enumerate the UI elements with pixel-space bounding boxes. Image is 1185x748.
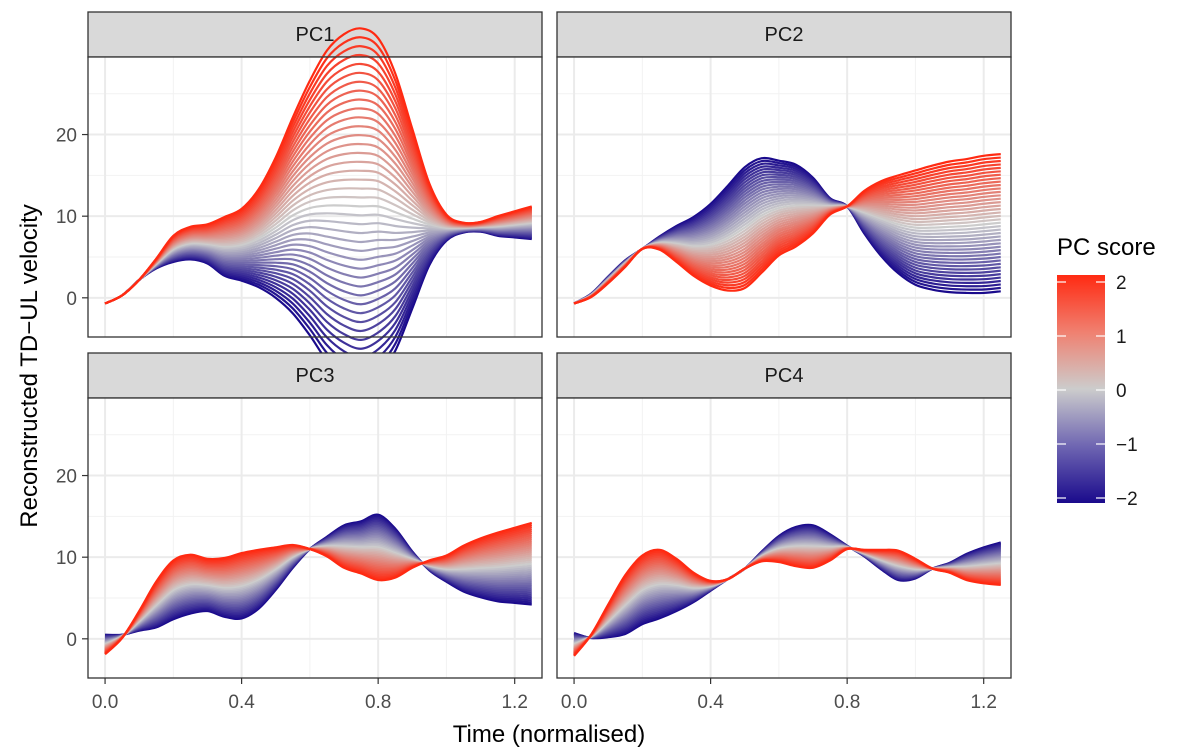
facet-strip-label: PC3: [296, 365, 335, 387]
legend-ticks: 2 1 0 −1 −2: [1057, 273, 1138, 510]
x-tick-label: 0.4: [228, 692, 255, 713]
panel-border: [87, 56, 543, 338]
series-line: [573, 547, 1001, 657]
legend-colorbar: [1057, 275, 1105, 503]
y-tick-label: 0: [66, 289, 77, 310]
facet-strip: [87, 352, 543, 399]
legend-title: PC score: [1057, 234, 1156, 261]
panel-border: [556, 56, 1012, 338]
panel-background: [88, 398, 542, 678]
x-tick-label: 0.4: [697, 692, 724, 713]
series-curves: [573, 153, 1001, 305]
series-curves: [573, 523, 1002, 657]
facet-strip-label: PC2: [765, 24, 804, 46]
y-tick-label: 20: [56, 467, 77, 488]
series-line: [104, 521, 533, 656]
legend-tick-label: 2: [1116, 273, 1127, 294]
y-tick-label: 0: [66, 630, 77, 651]
axes: 0 10 20 0 10 20 0.0 0.4 0.8 1.2 0.0 0.4 0.8 1.2: [56, 126, 997, 713]
series-curves: [104, 513, 533, 656]
series-line: [573, 153, 1001, 305]
legend-tick-label: 0: [1116, 381, 1127, 402]
panel-border: [556, 397, 1012, 679]
facet-strip: [556, 11, 1012, 58]
facet-panels: PC1 PC2 PC3 PC4: [87, 11, 1012, 679]
x-axis-title: Time (normalised): [453, 721, 645, 748]
x-tick-label: 1.2: [970, 692, 996, 713]
x-tick-label: 0.8: [834, 692, 860, 713]
y-tick-label: 10: [56, 207, 77, 228]
legend-tick-label: 1: [1116, 327, 1127, 348]
x-tick-label: 0.0: [92, 692, 118, 713]
facet-pc3: PC3: [87, 352, 543, 679]
x-tick-label: 0.0: [561, 692, 587, 713]
facet-pc1: PC1: [87, 11, 543, 386]
panel-border: [87, 397, 543, 679]
series-curves: [104, 27, 533, 386]
legend-tick-label: −1: [1116, 435, 1138, 456]
y-tick-label: 20: [56, 126, 77, 147]
facet-strip: [87, 11, 543, 58]
facet-pc4: PC4: [556, 352, 1012, 679]
facet-strip-label: PC4: [765, 365, 804, 387]
facet-pc2: PC2: [556, 11, 1012, 338]
facet-strip-label: PC1: [296, 24, 335, 46]
facet-strip: [556, 352, 1012, 399]
x-tick-label: 0.8: [365, 692, 391, 713]
series-line: [104, 27, 533, 305]
legend: PC score 2 1 0 −1 −2: [1057, 234, 1156, 510]
x-tick-label: 1.2: [501, 692, 527, 713]
y-tick-label: 10: [56, 548, 77, 569]
legend-tick-label: −2: [1116, 489, 1138, 510]
y-axis-title: Reconstructed TD−UL velocity: [16, 204, 43, 527]
